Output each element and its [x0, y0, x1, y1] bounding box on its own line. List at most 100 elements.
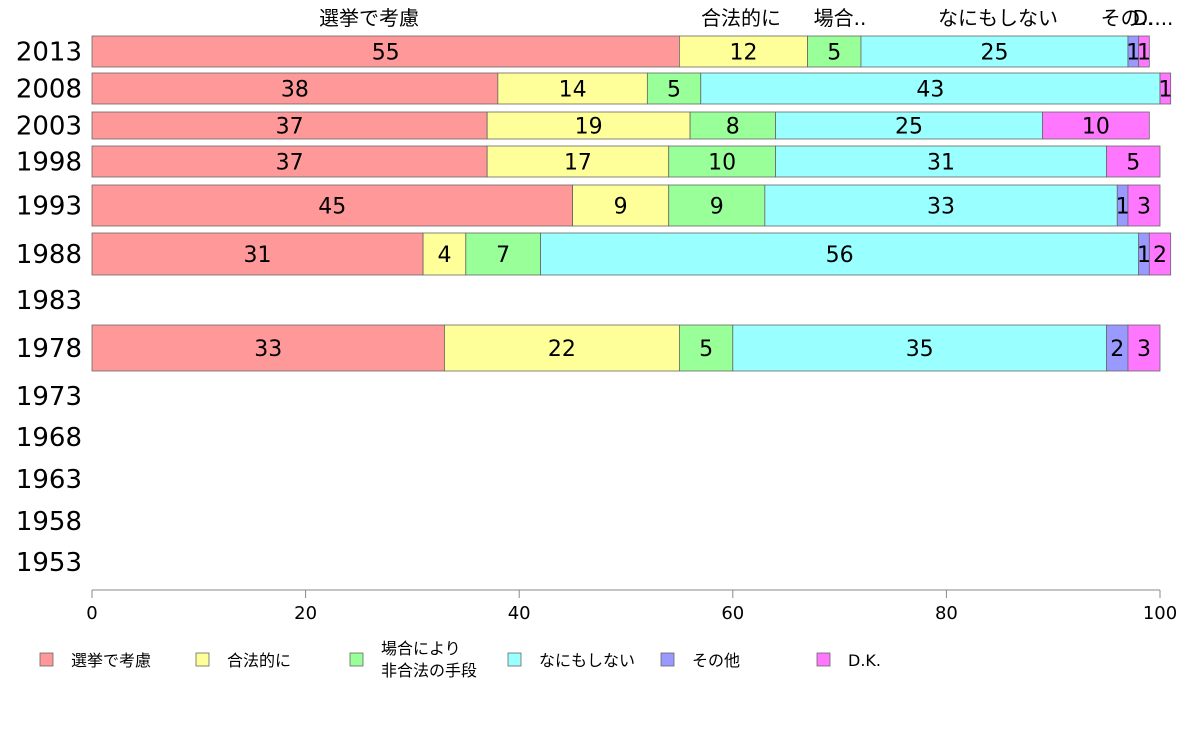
year-label: 1978: [16, 334, 82, 364]
legend-swatch: [195, 652, 210, 667]
bar-segment: [1138, 35, 1150, 68]
bar-value-label: 9: [614, 195, 628, 220]
x-tick-label: 0: [86, 603, 97, 624]
year-label: 1963: [16, 465, 82, 495]
bar-value-label: 19: [575, 115, 603, 140]
bar-segment: [679, 324, 734, 372]
legend-label: D.K.: [848, 651, 881, 670]
top-series-label: 選挙で考慮: [319, 6, 419, 30]
bar-segment: [1042, 111, 1150, 140]
bar-segment: [540, 232, 1140, 276]
top-series-label: 場合..: [814, 6, 867, 30]
year-label: 1953: [16, 548, 82, 578]
legend-item: 選挙で考慮: [39, 651, 151, 670]
year-label: 1968: [16, 423, 82, 453]
legend-swatch: [507, 652, 522, 667]
bar-value-label: 5: [667, 78, 681, 103]
year-label: 1983: [16, 286, 82, 316]
top-series-label: 合法的に: [701, 6, 781, 30]
top-series-label: なにもしない: [938, 6, 1058, 30]
bar-value-label: 25: [980, 41, 1008, 66]
bar-segment: [764, 184, 1118, 227]
bar-value-label: 2: [1110, 337, 1124, 362]
bar-segment: [860, 35, 1129, 68]
bar-value-label: 5: [827, 41, 841, 66]
legend-swatch: [39, 652, 54, 667]
bar-value-label: 22: [548, 337, 576, 362]
legend-item: その他: [660, 651, 740, 670]
bar-segment: [497, 72, 648, 105]
bar-segment: [646, 72, 702, 105]
bar-segment: [91, 232, 424, 276]
bar-value-label: 45: [318, 195, 346, 220]
legend-label: なにもしない: [539, 651, 635, 670]
bar-segment: [422, 232, 467, 276]
bar-value-label: 4: [437, 243, 451, 268]
bar-value-label: 55: [372, 41, 400, 66]
year-label: 1973: [16, 382, 82, 412]
year-label: 1958: [16, 507, 82, 537]
bar-value-label: 3: [1137, 337, 1151, 362]
bar-segment: [91, 324, 445, 372]
x-tick-label: 40: [508, 603, 531, 624]
bar-value-label: 37: [276, 151, 304, 176]
year-label: 2003: [16, 112, 82, 142]
legend-label-line: 非合法の手段: [381, 661, 477, 680]
legend-swatch: [349, 652, 364, 667]
bar-value-label: 1: [1158, 78, 1172, 103]
bar-value-label: 10: [708, 151, 736, 176]
bar-value-label: 31: [927, 151, 955, 176]
legend-item: 合法的に: [195, 651, 291, 670]
year-label: 1993: [16, 192, 82, 222]
bar-segment: [486, 111, 691, 140]
legend-label: その他: [692, 651, 740, 670]
bar-value-label: 17: [564, 151, 592, 176]
x-tick-label: 100: [1143, 603, 1177, 624]
bar-value-label: 1: [1116, 195, 1130, 220]
legend-label: 選挙で考慮: [71, 651, 151, 670]
bar-segment: [1127, 184, 1161, 227]
year-label: 2008: [16, 75, 82, 105]
bar-value-label: 38: [281, 78, 309, 103]
bar-value-label: 37: [276, 115, 304, 140]
legend-item: D.K.: [816, 651, 881, 670]
bar-value-label: 8: [726, 115, 740, 140]
bar-value-label: 9: [710, 195, 724, 220]
bar-segment: [91, 35, 680, 68]
bar-segment: [1159, 72, 1172, 105]
bar-value-label: 43: [916, 78, 944, 103]
bar-value-label: 7: [496, 243, 510, 268]
year-label: 1998: [16, 148, 82, 178]
year-label: 2013: [16, 38, 82, 68]
bar-segment: [91, 184, 574, 227]
bar-segment: [1148, 232, 1172, 276]
bar-value-label: 1: [1126, 41, 1140, 66]
legend-swatch: [816, 652, 831, 667]
top-series-label: D....: [1133, 6, 1174, 30]
year-label: 1988: [16, 240, 82, 270]
bar-value-label: 25: [895, 115, 923, 140]
bar-segment: [668, 145, 776, 178]
bar-value-label: 56: [826, 243, 854, 268]
bar-segment: [91, 145, 488, 178]
bar-segment: [732, 324, 1107, 372]
bar-value-label: 14: [559, 78, 587, 103]
bar-value-label: 35: [906, 337, 934, 362]
bar-segment: [775, 111, 1043, 140]
bar-segment: [91, 111, 488, 140]
bar-segment: [679, 35, 808, 68]
bar-segment: [1106, 145, 1161, 178]
bar-value-label: 2: [1153, 243, 1167, 268]
bar-value-label: 1: [1137, 243, 1151, 268]
x-tick-label: 80: [935, 603, 958, 624]
bar-segment: [486, 145, 670, 178]
bar-value-label: 12: [729, 41, 757, 66]
legend-label-line: 場合により: [381, 639, 461, 658]
bar-value-label: 33: [927, 195, 955, 220]
bar-segment: [700, 72, 1161, 105]
bar-value-label: 31: [244, 243, 272, 268]
legend-item: なにもしない: [507, 651, 635, 670]
legend-label: 合法的に: [227, 651, 291, 670]
x-tick-label: 20: [294, 603, 317, 624]
legend-swatch: [660, 652, 675, 667]
